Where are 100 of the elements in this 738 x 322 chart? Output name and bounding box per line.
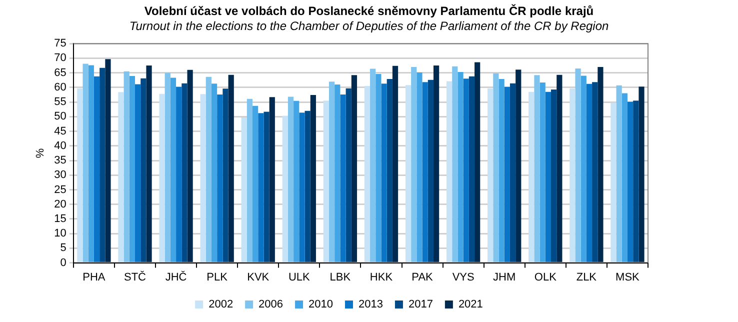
y-tick-label: 5 — [60, 242, 66, 254]
bar — [616, 85, 622, 262]
y-tick-label: 25 — [54, 184, 66, 196]
bar — [598, 66, 604, 262]
bar — [269, 97, 275, 262]
bar — [463, 78, 469, 262]
y-tick-label: 50 — [54, 110, 66, 123]
bar — [586, 84, 592, 262]
legend-label: 2021 — [458, 298, 483, 311]
bar — [540, 82, 546, 262]
bar — [282, 116, 288, 262]
chart-subtitle: Turnout in the elections to the Chamber of Deputies of the Parliament of the CR by Region — [128, 19, 610, 34]
bar — [351, 75, 358, 262]
bar — [534, 75, 540, 262]
y-tick-label: 10 — [54, 228, 66, 240]
bar — [159, 94, 165, 262]
bar — [118, 92, 124, 262]
bar — [105, 59, 111, 262]
bar — [164, 72, 170, 262]
bar — [504, 86, 510, 262]
bar — [170, 78, 176, 262]
bar — [416, 72, 422, 262]
bar — [446, 81, 452, 262]
bar — [323, 100, 329, 262]
bar — [516, 70, 522, 262]
x-tick-label: HKK — [370, 271, 394, 284]
bar — [488, 88, 494, 262]
x-tick-label: KVK — [247, 271, 270, 284]
y-tick-label: 0 — [60, 256, 66, 269]
y-tick-label: 40 — [54, 140, 66, 152]
x-tick-label: PHA — [82, 271, 106, 284]
x-tick-label: JHM — [493, 271, 516, 284]
bar — [428, 80, 434, 262]
legend-label: 2006 — [258, 298, 284, 311]
bar — [468, 76, 475, 262]
x-tick-label: STČ — [124, 270, 146, 284]
bar — [129, 76, 135, 262]
bar — [498, 78, 504, 262]
bar — [452, 66, 458, 262]
bar — [545, 92, 552, 262]
bar — [570, 88, 576, 262]
bar — [392, 66, 398, 262]
bar — [474, 62, 480, 262]
y-tick-label: 70 — [54, 52, 66, 64]
bar — [134, 84, 141, 262]
bar — [381, 84, 387, 262]
y-tick-label: 45 — [54, 125, 66, 138]
bar — [376, 74, 382, 262]
bar — [458, 72, 464, 262]
bar — [100, 68, 106, 262]
bar — [200, 94, 206, 262]
bar — [575, 68, 581, 262]
x-tick-label: MSK — [616, 271, 640, 284]
bar — [294, 100, 300, 262]
y-tick-label: 35 — [54, 154, 66, 167]
y-tick-label: 55 — [54, 96, 66, 108]
bar — [551, 89, 557, 262]
bar — [146, 66, 152, 262]
bar — [334, 84, 340, 262]
bar — [228, 74, 234, 262]
bar — [638, 86, 644, 262]
bar — [510, 83, 516, 262]
bar — [241, 118, 247, 262]
bar — [433, 66, 440, 262]
bar — [264, 112, 270, 262]
x-tick-label: LBK — [330, 271, 352, 284]
x-tick-label: PLK — [206, 271, 228, 284]
bar — [386, 78, 392, 262]
bar — [340, 94, 346, 262]
bar — [94, 76, 100, 262]
bar — [346, 88, 352, 262]
bar — [364, 86, 370, 262]
bar — [328, 82, 335, 262]
bar — [140, 78, 146, 262]
bar — [422, 82, 428, 262]
bar — [493, 73, 499, 262]
y-tick-label: 60 — [54, 81, 66, 94]
bar — [610, 102, 616, 262]
bar — [405, 85, 412, 262]
y-axis-title: % — [34, 148, 47, 158]
bar — [252, 106, 258, 262]
x-tick-label: VYS — [452, 271, 474, 284]
bar — [258, 113, 264, 262]
x-tick-label: PAK — [412, 271, 434, 284]
bar — [633, 100, 639, 262]
y-tick-label: 75 — [54, 38, 66, 50]
bar — [217, 94, 223, 262]
bar — [370, 68, 376, 262]
bar — [288, 96, 294, 262]
bar — [310, 95, 316, 262]
y-tick-label: 20 — [54, 198, 66, 210]
legend-label: 2013 — [358, 298, 383, 311]
bar — [211, 84, 218, 262]
chart-title: Volební účast ve volbách do Poslanecké sněmovny Parlamentu ČR podle krajů — [143, 4, 595, 19]
bar — [528, 92, 534, 262]
bar — [176, 86, 182, 262]
bar — [187, 70, 193, 262]
bar — [299, 112, 305, 262]
bar — [627, 102, 634, 262]
y-tick-label: 15 — [54, 212, 66, 225]
